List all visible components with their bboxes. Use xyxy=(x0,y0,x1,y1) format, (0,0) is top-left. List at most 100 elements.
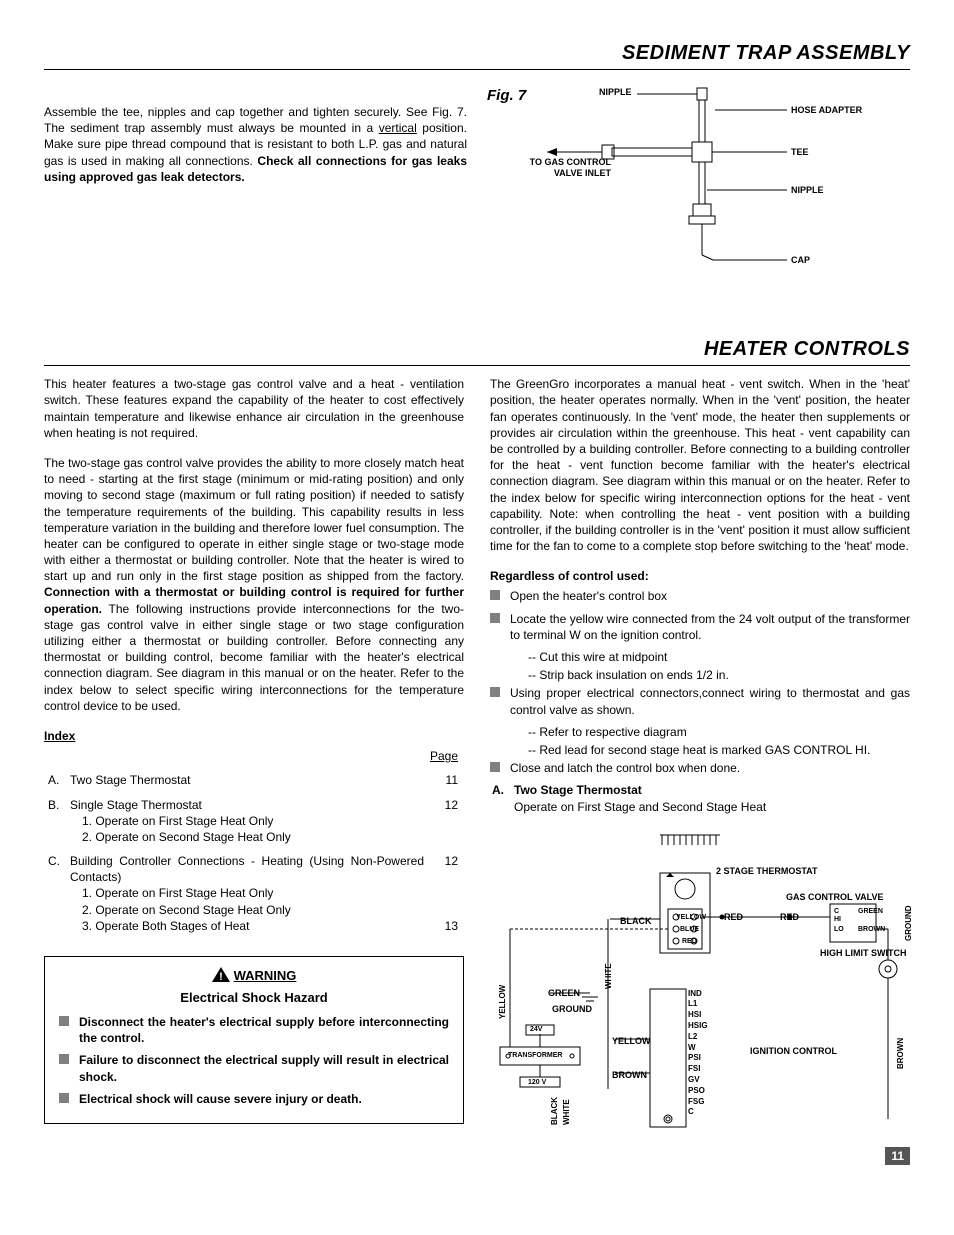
terminal-label: PSI xyxy=(688,1053,708,1064)
index-page-header: Page xyxy=(44,748,464,764)
wire-yellow-term: YELLOW xyxy=(676,913,706,922)
index-text: Single Stage Thermostat xyxy=(70,797,424,813)
bullet-icon xyxy=(490,687,500,697)
terminal-label: HSIG xyxy=(688,1021,708,1032)
index-subrow: 1. Operate on First Stage Heat Only xyxy=(44,885,464,901)
wire-red: RED xyxy=(724,911,743,923)
section-title-sediment: SEDIMENT TRAP ASSEMBLY xyxy=(44,40,910,70)
index-row: B. Single Stage Thermostat 12 xyxy=(44,797,464,813)
label-hls: HIGH LIMIT SWITCH xyxy=(820,947,907,959)
text: HIGH LIMIT SWITCH xyxy=(820,948,907,958)
index-page: 13 xyxy=(424,918,464,934)
step-sub: -- Cut this wire at midpoint xyxy=(510,649,910,665)
left-para-2: The two-stage gas control valve provides… xyxy=(44,455,464,714)
label-24v: 24V xyxy=(530,1025,542,1034)
text-underline: vertical xyxy=(379,121,417,135)
gcv-lo: LO xyxy=(834,925,844,934)
gcv-green: GREEN xyxy=(858,907,883,916)
step-text: Locate the yellow wire connected from th… xyxy=(510,611,910,643)
label-cap: CAP xyxy=(791,254,810,266)
index-page xyxy=(424,885,464,901)
index-sub-text: 1. Operate on First Stage Heat Only xyxy=(70,813,424,829)
sediment-section: Assemble the tee, nipples and cap togeth… xyxy=(44,80,910,314)
index-letter: A. xyxy=(44,772,70,788)
wire-red-term: RED xyxy=(682,937,697,946)
heater-controls-body: This heater features a two-stage gas con… xyxy=(44,376,910,1139)
terminal-label: FSG xyxy=(688,1097,708,1108)
warning-text: WARNING xyxy=(234,968,297,983)
warning-icon: ! xyxy=(212,967,230,987)
terminal-list: INDL1HSIHSIGL2WPSIFSIGVPSOFSGC xyxy=(688,989,708,1119)
step-row: Locate the yellow wire connected from th… xyxy=(490,611,910,643)
gcv-brown: BROWN xyxy=(858,925,885,934)
terminal-label: GV xyxy=(688,1075,708,1086)
index-subrow: 2. Operate on Second Stage Heat Only xyxy=(44,829,464,845)
step-text: Using proper electrical connectors,conne… xyxy=(510,685,910,717)
warning-subheading: Electrical Shock Hazard xyxy=(59,989,449,1007)
index-page xyxy=(424,902,464,918)
label-gcv: GAS CONTROL VALVE xyxy=(786,891,884,903)
page-label: Page xyxy=(424,748,464,764)
wiring-diagram: 2 STAGE THERMOSTAT GAS CONTROL VALVE HIG… xyxy=(490,829,910,1139)
warning-item: Failure to disconnect the electrical sup… xyxy=(59,1052,449,1084)
index-sub-text: 1. Operate on First Stage Heat Only xyxy=(70,885,424,901)
bullet-icon xyxy=(59,1016,69,1026)
wire-ground: GROUND xyxy=(552,1003,592,1015)
wire-yellow2: YELLOW xyxy=(612,1035,651,1047)
step-sub: -- Refer to respective diagram xyxy=(510,724,910,740)
gcv-hi: HI xyxy=(834,915,841,924)
step-text: Close and latch the control box when don… xyxy=(510,760,910,776)
section-a-title: Two Stage Thermostat xyxy=(514,782,910,798)
label-ignition: IGNITION CONTROL xyxy=(750,1045,837,1057)
wire-yellow-v: YELLOW xyxy=(498,984,509,1018)
wire-green: GREEN xyxy=(548,987,580,999)
index-row: C. Building Controller Connections - Hea… xyxy=(44,853,464,885)
terminal-label: L2 xyxy=(688,1032,708,1043)
text: 2 STAGE THERMOSTAT xyxy=(716,866,818,876)
fig7-diagram: Fig. 7 NIPP xyxy=(487,80,910,314)
index-page: 12 xyxy=(424,853,464,885)
label-nipple2: NIPPLE xyxy=(791,184,824,196)
svg-text:!: ! xyxy=(219,971,223,982)
terminal-label: IND xyxy=(688,989,708,1000)
wire-black-v: BLACK xyxy=(550,1097,561,1125)
step-row: Open the heater's control box xyxy=(490,588,910,604)
text: The two-stage gas control valve provides… xyxy=(44,456,464,583)
label-hose-adapter: HOSE ADAPTER xyxy=(791,104,862,116)
warning-item-text: Electrical shock will cause severe injur… xyxy=(79,1091,449,1107)
wire-white-v: WHITE xyxy=(604,963,615,989)
bullet-icon xyxy=(490,762,500,772)
index-text: Building Controller Connections - Heatin… xyxy=(70,853,424,885)
index-heading: Index xyxy=(44,728,464,744)
index-page: 12 xyxy=(424,797,464,813)
label-valve-inlet: VALVE INLET xyxy=(523,167,611,179)
left-para-1: This heater features a two-stage gas con… xyxy=(44,376,464,441)
warning-item-text: Disconnect the heater's electrical suppl… xyxy=(79,1014,449,1046)
label-120v: 120 V xyxy=(528,1078,546,1087)
wire-brown-v: BROWN xyxy=(896,1038,907,1069)
index-subrow: 3. Operate Both Stages of Heat13 xyxy=(44,918,464,934)
terminal-label: PSO xyxy=(688,1086,708,1097)
index-subrow: 2. Operate on Second Stage Heat Only xyxy=(44,902,464,918)
index-letter: B. xyxy=(44,797,70,813)
index-subrow: 1. Operate on First Stage Heat Only xyxy=(44,813,464,829)
wire-brown2: BROWN xyxy=(612,1069,647,1081)
label-transformer: TRANSFORMER xyxy=(508,1051,562,1060)
step-row: Close and latch the control box when don… xyxy=(490,760,910,776)
step-row: Using proper electrical connectors,conne… xyxy=(490,685,910,717)
wire-black: BLACK xyxy=(620,915,652,927)
index-page xyxy=(424,813,464,829)
terminal-label: HSI xyxy=(688,1010,708,1021)
warning-item: Disconnect the heater's electrical suppl… xyxy=(59,1014,449,1046)
warning-heading: ! WARNING xyxy=(59,967,449,987)
wire-white-v2: WHITE xyxy=(562,1099,573,1125)
warning-item-text: Failure to disconnect the electrical sup… xyxy=(79,1052,449,1084)
label-thermostat: 2 STAGE THERMOSTAT xyxy=(716,865,818,877)
index-page xyxy=(424,829,464,845)
step-sub: -- Red lead for second stage heat is mar… xyxy=(510,742,910,758)
index-sub-text: 2. Operate on Second Stage Heat Only xyxy=(70,829,424,845)
section-a-sub: Operate on First Stage and Second Stage … xyxy=(514,799,910,815)
label-nipple1: NIPPLE xyxy=(599,86,632,98)
left-column: This heater features a two-stage gas con… xyxy=(44,376,464,1139)
step-text: Open the heater's control box xyxy=(510,588,910,604)
